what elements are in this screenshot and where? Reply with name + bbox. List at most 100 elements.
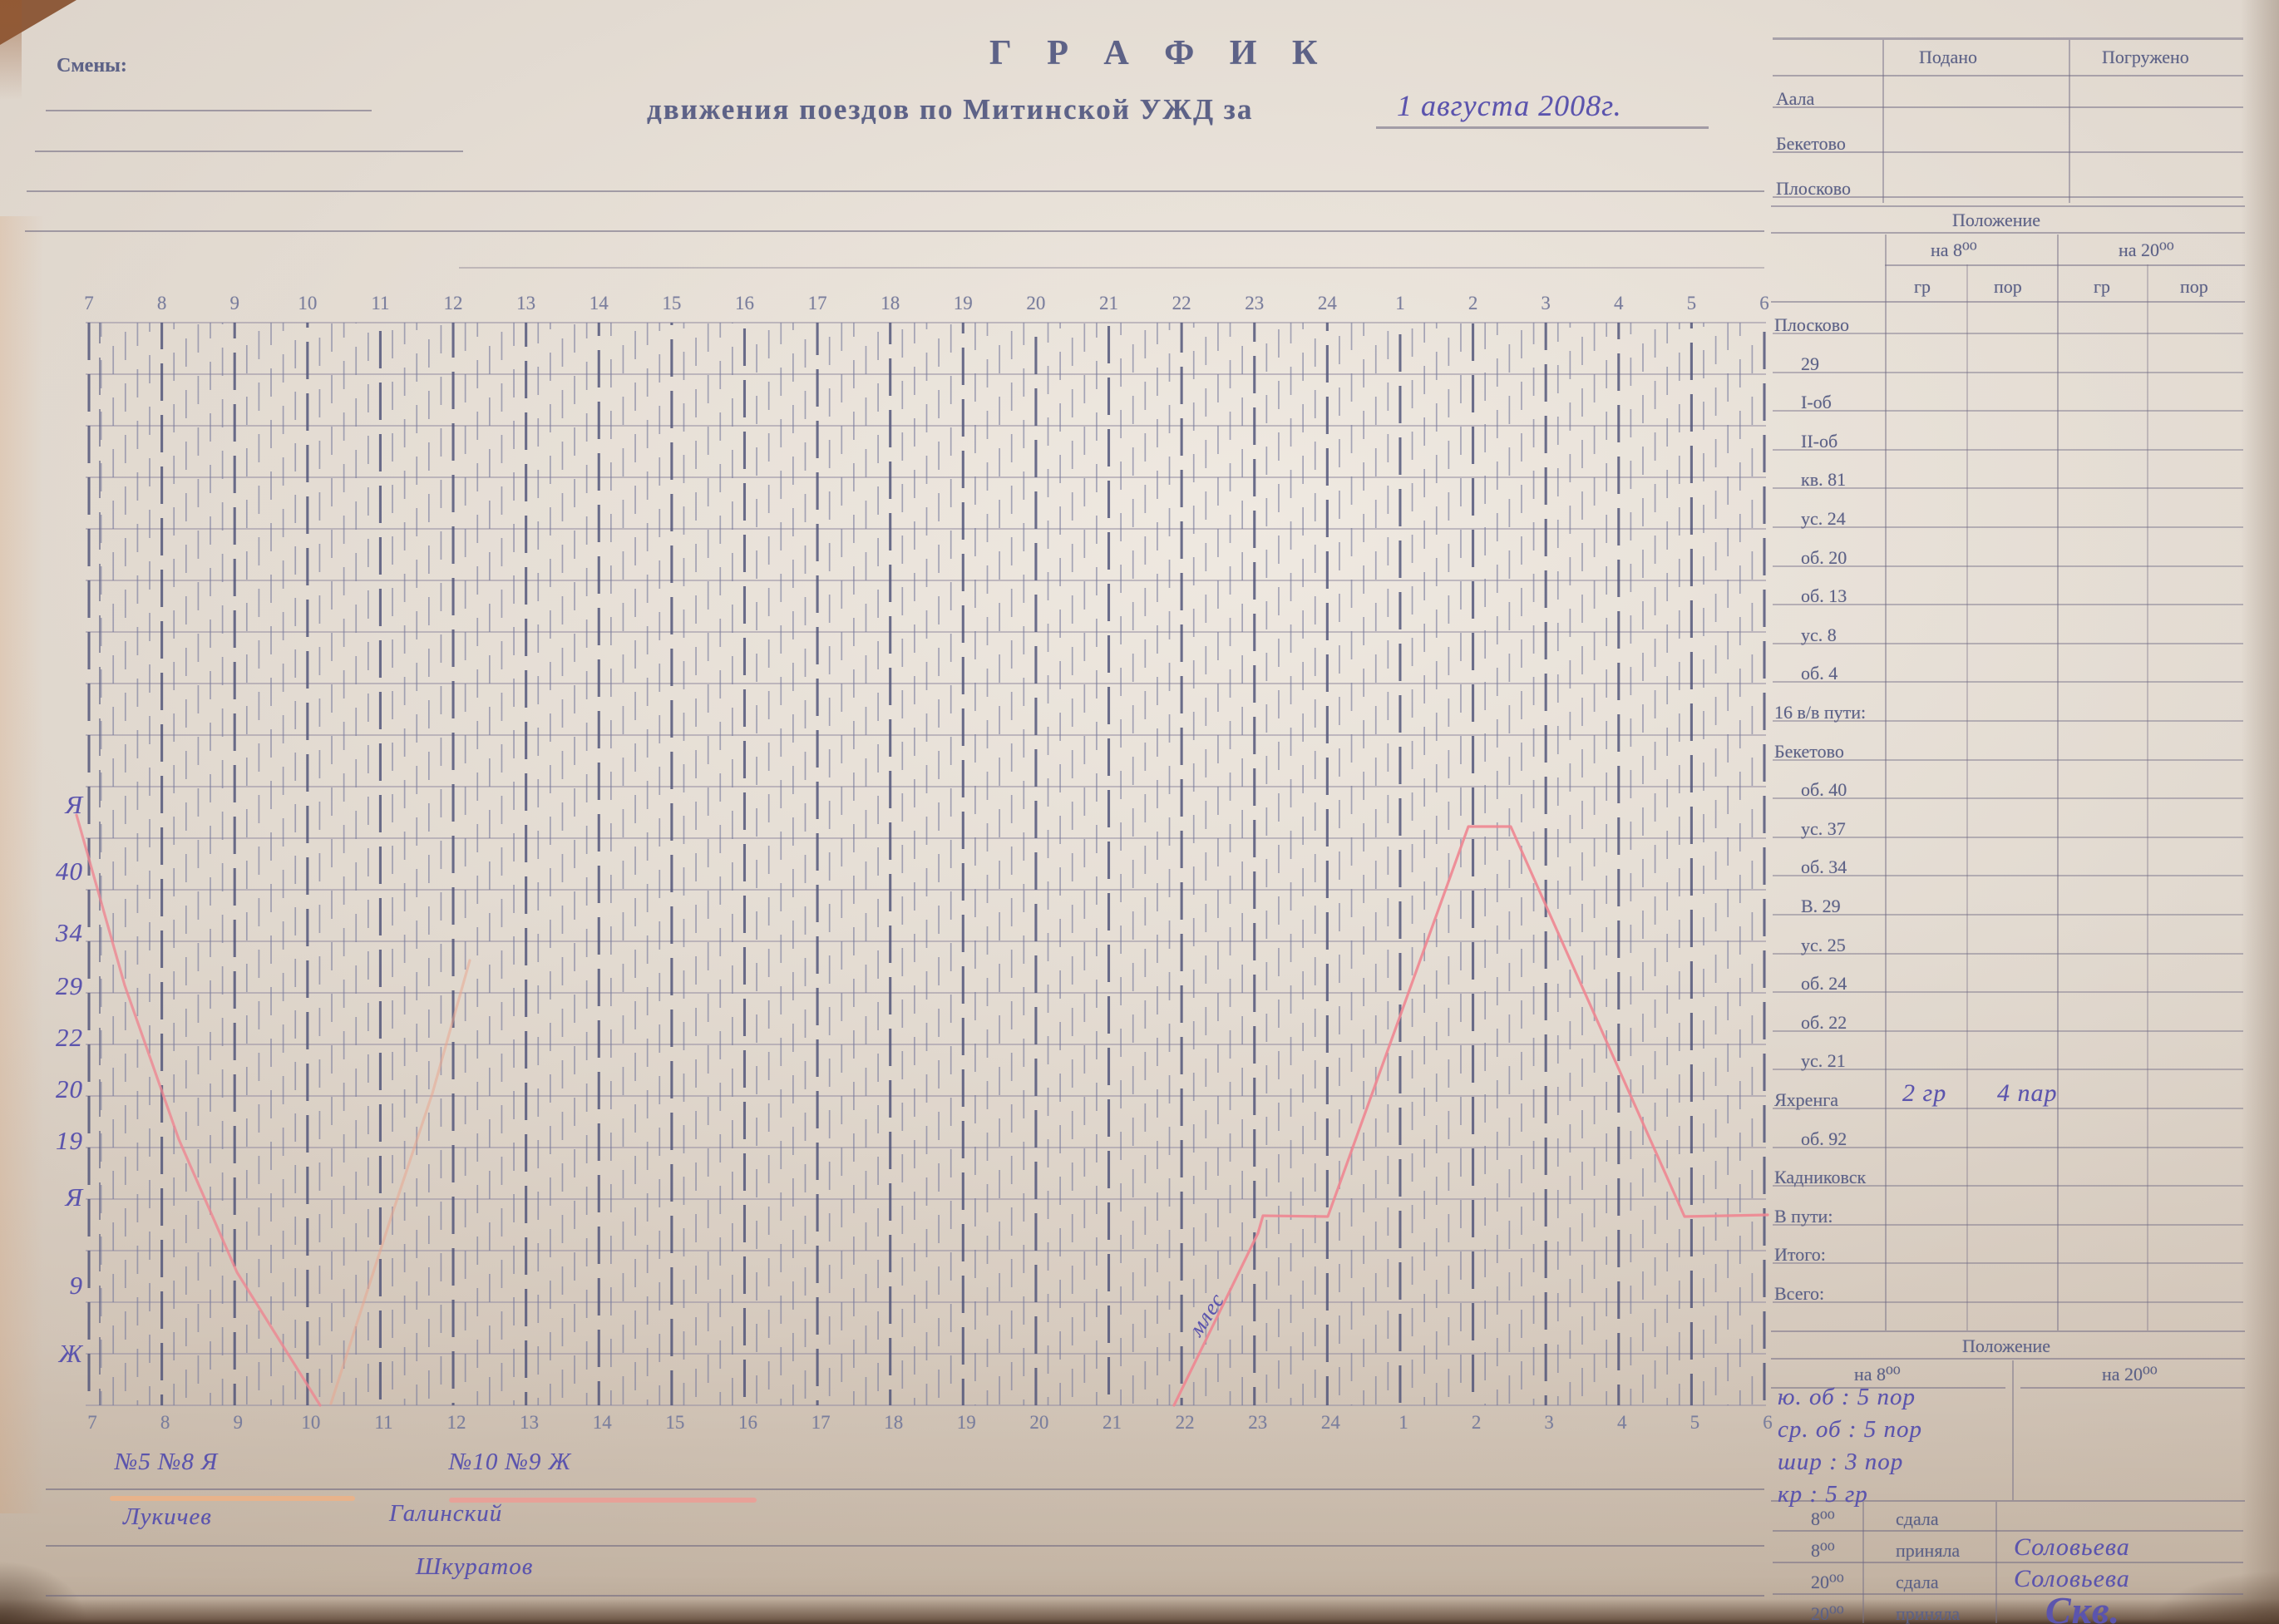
sign-time: 20⁰⁰: [1811, 1603, 1844, 1624]
col-header-pogruzheno: Погружено: [2102, 47, 2189, 67]
hour-tick-label: 22: [1172, 293, 1191, 313]
sign-row-line: [1773, 1530, 2243, 1532]
paper-shading: [2241, 0, 2279, 1624]
hour-tick-label: 15: [662, 293, 682, 313]
hour-tick-label: 4: [1614, 293, 1624, 313]
paper-shading: [0, 216, 43, 1513]
time-header-20-bottom: на 20⁰⁰: [2102, 1364, 2158, 1385]
station-row-label: об. 24: [1801, 973, 1847, 995]
table-divider: [2012, 1360, 2014, 1500]
left-axis-label: 34: [56, 918, 83, 947]
station-row-line: [1773, 642, 2243, 644]
table-divider: [1882, 40, 1884, 203]
table-line: [1885, 264, 2245, 266]
station-row-line: [1773, 565, 2243, 567]
hour-tick-label: 5: [1686, 293, 1697, 313]
handwritten-date: 1 августа 2008г.: [1397, 89, 1622, 122]
hour-tick-label: 13: [520, 1412, 540, 1433]
left-axis-label: 20: [56, 1074, 83, 1103]
train-numbers-note-2: №10 №9 Ж: [449, 1449, 572, 1475]
hour-tick-label: 1: [1398, 1412, 1408, 1433]
hour-tick-label: 20: [1026, 293, 1046, 313]
train-numbers-note-1: №5 №8 Я: [115, 1449, 219, 1475]
hour-tick-label: 11: [371, 293, 390, 313]
loading-row-label: Бекетово: [1776, 133, 1846, 154]
left-axis-label: 19: [56, 1126, 83, 1155]
station-row-label: 16 в/в пути:: [1774, 702, 1867, 723]
table-divider: [2057, 234, 2059, 1330]
station-row-line: [1773, 1029, 2243, 1032]
hour-tick-label: 1: [1395, 293, 1405, 313]
hour-tick-label: 23: [1245, 293, 1265, 313]
sign-row-line: [1773, 1562, 2243, 1563]
station-row-line: [1773, 1301, 2243, 1303]
col-header-podano: Подано: [1919, 47, 1977, 67]
driver-name-3: Шкуратов: [416, 1553, 534, 1580]
hand-value-por: 4 пар: [1997, 1079, 2058, 1107]
section-line: [1771, 1330, 2245, 1332]
sub-header-gr1: гр: [1914, 276, 1931, 297]
position-note: ю. об : 5 пор: [1778, 1384, 1916, 1410]
sign-row-line: [1773, 1593, 2243, 1595]
blank-line: [459, 267, 1764, 269]
station-row-label: Яхренга: [1774, 1089, 1838, 1110]
station-row-label: ус. 37: [1801, 817, 1846, 839]
section-line: [1771, 1358, 2245, 1360]
station-row-label: Итого:: [1774, 1244, 1826, 1266]
station-row-line: [1773, 1146, 2243, 1148]
station-row-label: об. 34: [1801, 856, 1847, 878]
left-axis-label: 29: [56, 971, 83, 1000]
station-row-label: ус. 24: [1801, 508, 1846, 529]
morning-train-down-№5-№8-Я: [75, 813, 322, 1407]
driver-name-2: Галинский: [389, 1500, 503, 1527]
station-row-label: ус. 8: [1801, 624, 1837, 645]
station-row-label: В. 29: [1801, 896, 1841, 916]
left-axis-label: 40: [56, 856, 83, 886]
blank-line: [46, 1595, 1764, 1597]
hour-tick-label: 3: [1541, 293, 1551, 313]
table-divider: [1966, 264, 1968, 1330]
hour-tick-label: 24: [1317, 293, 1337, 313]
station-row-label: Бекетово: [1774, 740, 1844, 762]
position-note: шир : 3 пор: [1778, 1449, 1904, 1475]
station-row-line: [1773, 410, 2243, 412]
station-row-line: [1773, 1262, 2243, 1265]
station-row-line: [1773, 1223, 2243, 1226]
station-row-label: об. 92: [1801, 1128, 1847, 1149]
hour-tick-label: 3: [1544, 1412, 1554, 1433]
station-row-line: [1773, 1108, 2243, 1109]
section-line: [1771, 232, 2245, 234]
left-axis-label: Ж: [58, 1339, 83, 1368]
loading-row-label: Плосково: [1776, 178, 1851, 199]
station-row-label: об. 20: [1801, 546, 1847, 568]
hour-tick-label: 9: [229, 293, 239, 313]
sign-action: сдала: [1896, 1508, 1939, 1529]
hour-tick-label: 14: [592, 1412, 612, 1433]
hour-tick-label: 22: [1175, 1412, 1195, 1433]
hour-tick-label: 8: [156, 293, 167, 313]
table-divider: [1885, 234, 1887, 1330]
loading-row-label: Аала: [1776, 88, 1815, 109]
hour-tick-label: 24: [1320, 1412, 1340, 1433]
hour-tick-label: 4: [1617, 1412, 1627, 1433]
orange-underline: [110, 1496, 355, 1501]
station-row-label: ус. 21: [1801, 1050, 1846, 1072]
sign-time: 8⁰⁰: [1811, 1540, 1835, 1561]
morning-train-up-№10-№9-Ж-faint: [329, 959, 471, 1405]
left-axis-label: 9: [69, 1271, 83, 1300]
station-row-line: [1773, 720, 2243, 722]
section-line: [1771, 205, 2245, 207]
position-note: кр : 5 гр: [1778, 1481, 1868, 1508]
table-line: [1771, 301, 2245, 303]
station-row-line: [1773, 333, 2243, 334]
table-divider: [2069, 40, 2070, 203]
table-border: [1773, 37, 2243, 40]
hour-tick-label: 10: [301, 1412, 321, 1433]
hour-tick-label: 15: [665, 1412, 685, 1433]
hour-tick-label: 9: [233, 1412, 243, 1433]
station-row-line: [1773, 526, 2243, 528]
table-line: [1771, 1387, 2005, 1389]
hour-tick-label: 8: [160, 1412, 170, 1433]
